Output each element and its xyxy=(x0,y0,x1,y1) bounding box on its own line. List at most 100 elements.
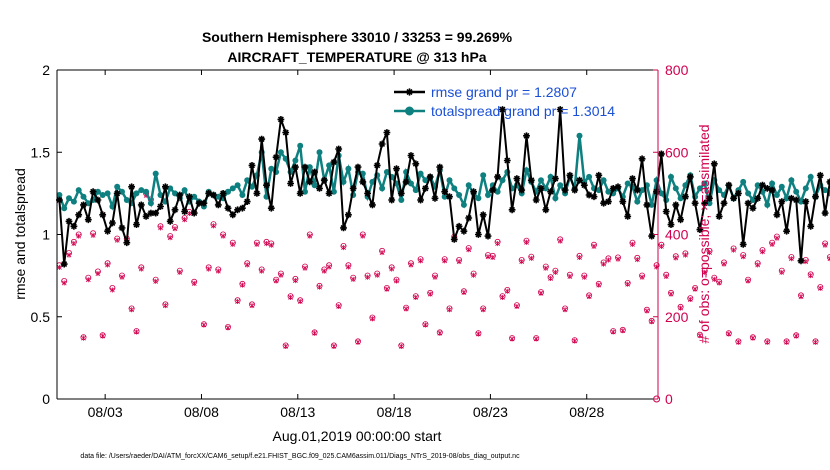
right-tick-label: 800 xyxy=(665,62,689,78)
obs-assimilated-point xyxy=(495,241,501,247)
rmse-point xyxy=(388,196,396,204)
rmse-point xyxy=(585,191,593,199)
totalspread-point xyxy=(668,173,674,180)
totalspread-point xyxy=(94,188,101,195)
totalspread-point xyxy=(181,187,188,194)
obs-assimilated-point xyxy=(264,241,269,247)
totalspread-point xyxy=(460,201,467,208)
left-axis-ticks: 0 0.5 1 1.5 2 xyxy=(31,62,62,407)
obs-assimilated-point xyxy=(514,303,520,309)
obs-assimilated-point xyxy=(427,291,433,297)
totalspread-point xyxy=(422,177,429,184)
rmse-point xyxy=(306,178,314,186)
obs-assimilated-point xyxy=(365,274,370,280)
obs-assimilated-point xyxy=(504,288,510,294)
obs-assimilated-point xyxy=(215,268,221,274)
totalspread-point xyxy=(383,169,390,175)
rmse-point xyxy=(152,209,160,217)
rmse-point xyxy=(499,106,506,113)
obs-assimilated-point xyxy=(711,276,717,282)
chart-subtitle: AIRCRAFT_TEMPERATURE @ 313 hPa xyxy=(227,49,486,65)
rmse-point xyxy=(465,214,473,222)
obs-assimilated-point xyxy=(317,284,322,290)
rmse-point xyxy=(311,168,318,176)
rmse-point xyxy=(682,193,689,201)
rmse-point xyxy=(484,232,492,240)
totalspread-point xyxy=(706,200,713,207)
totalspread-point xyxy=(306,164,313,171)
totalspread-point xyxy=(754,182,761,189)
rmse-point xyxy=(402,178,410,186)
obs-assimilated-point xyxy=(475,331,481,337)
obs-assimilated-point xyxy=(90,232,96,238)
rmse-point xyxy=(142,213,150,220)
obs-assimilated-point xyxy=(634,257,640,263)
rmse-point xyxy=(735,190,742,197)
obs-assimilated-point xyxy=(572,338,578,344)
obs-assimilated-point xyxy=(432,274,438,280)
rmse-point xyxy=(282,129,290,136)
obs-assimilated-point xyxy=(764,339,770,345)
totalspread-point xyxy=(773,192,780,198)
totalspread-point xyxy=(788,177,795,184)
obs-assimilated-point xyxy=(76,233,82,239)
rmse-point xyxy=(667,221,675,228)
x-tick-label: 08/03 xyxy=(88,404,123,420)
totalspread-point xyxy=(244,177,251,184)
obs-assimilated-point xyxy=(538,290,544,296)
totalspread-point xyxy=(778,183,785,190)
obs-assimilated-point xyxy=(114,237,120,243)
obs-assimilated-point xyxy=(750,335,756,341)
totalspread-point xyxy=(138,187,145,194)
rmse-point xyxy=(296,190,304,197)
totalspread-point xyxy=(639,187,646,194)
obs-assimilated-point xyxy=(509,336,515,342)
rmse-point xyxy=(580,181,588,189)
legend-rmse-star xyxy=(405,88,414,96)
rmse-point xyxy=(494,173,501,181)
obs-assimilated-point xyxy=(71,241,77,247)
rmse-point xyxy=(263,181,270,189)
obs-assimilated-point xyxy=(553,269,558,275)
totalspread-point xyxy=(745,190,752,197)
obs-assimilated-point xyxy=(187,211,192,217)
rmse-point xyxy=(80,201,87,209)
rmse-point xyxy=(267,204,275,212)
rmse-point xyxy=(186,193,193,201)
legend-rmse-marker xyxy=(405,88,414,96)
rmse-point xyxy=(744,199,752,207)
totalspread-point xyxy=(586,173,593,180)
rmse-point xyxy=(113,190,121,197)
rmse-point xyxy=(123,239,131,247)
totalspread-point xyxy=(783,195,790,202)
obs-assimilated-point xyxy=(586,294,592,300)
right-axis-ticks: 0 200 400 600 800 xyxy=(653,62,689,407)
totalspread-point xyxy=(292,157,299,164)
rmse-point xyxy=(340,224,347,232)
rmse-point xyxy=(345,211,352,219)
obs-assimilated-point xyxy=(798,294,804,300)
rmse-point xyxy=(513,175,521,182)
rmse-point xyxy=(397,190,405,197)
x-tick-label: 08/13 xyxy=(280,404,315,420)
rmse-point xyxy=(320,176,328,184)
obs-assimilated-point xyxy=(562,307,568,313)
totalspread-point xyxy=(249,183,255,190)
obs-assimilated-point xyxy=(297,299,303,305)
totalspread-point xyxy=(552,195,559,202)
rmse-point xyxy=(325,190,333,197)
obs-assimilated-point xyxy=(413,294,419,300)
rmse-point xyxy=(826,178,830,186)
rmse-point xyxy=(619,198,627,205)
obs-assimilated-point xyxy=(543,265,549,271)
totalspread-point xyxy=(446,177,453,184)
left-tick-label: 0.5 xyxy=(31,309,51,325)
obs-assimilated-point xyxy=(639,274,645,280)
obs-assimilated-point xyxy=(134,329,139,335)
rmse-point xyxy=(648,232,656,240)
rmse-point xyxy=(696,226,704,233)
obs-assimilated-point xyxy=(789,256,794,262)
rmse-point xyxy=(455,222,463,230)
rmse-point xyxy=(576,176,583,184)
totalspread-point xyxy=(456,192,463,198)
